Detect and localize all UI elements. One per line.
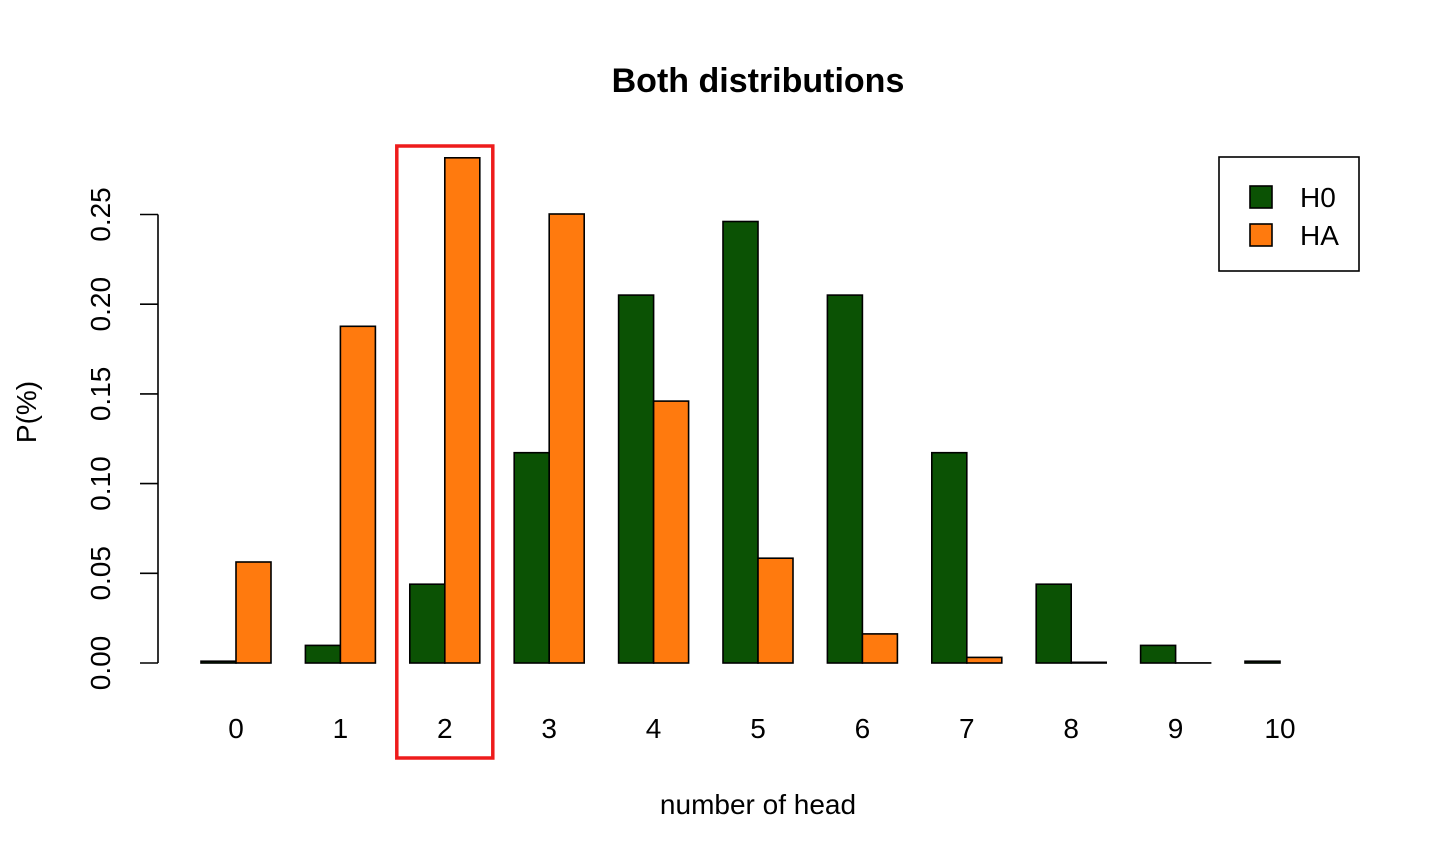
- bar-ha-5: [757, 557, 794, 664]
- highlight-layer: [395, 144, 495, 760]
- x-tick-labels: 0 1 2 3 4 5 6 7 8 9 10: [228, 713, 1295, 744]
- y-tick-label: 0.25: [85, 187, 116, 242]
- bar-ha-3: [548, 213, 586, 664]
- y-tick-label: 0.10: [85, 456, 116, 511]
- bar-ha-4: [652, 400, 690, 664]
- highlight-box: [395, 144, 495, 760]
- bar-ha-7: [965, 656, 1003, 664]
- x-tick-label: 0: [228, 713, 244, 744]
- bar-h0-0: [200, 660, 237, 664]
- bar-h0-8: [1035, 583, 1072, 664]
- legend-box: [1218, 156, 1360, 272]
- bar-h0-5: [722, 220, 759, 664]
- y-tick-label: 0.15: [85, 367, 116, 422]
- y-tick-label: 0.00: [85, 636, 116, 691]
- legend-label-h0: H0: [1300, 182, 1336, 213]
- bar-h0-6: [826, 294, 864, 664]
- bar-h0-4: [617, 294, 655, 664]
- x-tick-label: 8: [1063, 713, 1079, 744]
- bar-h0-1: [304, 644, 342, 664]
- x-tick-label: 2: [437, 713, 453, 744]
- x-tick-label: 1: [333, 713, 349, 744]
- legend-label-ha: HA: [1300, 220, 1339, 251]
- x-axis-label: number of head: [660, 789, 856, 820]
- bar-h0-10: [1244, 660, 1281, 664]
- bar-h0-7: [930, 451, 968, 664]
- y-axis-label: P(%): [11, 381, 42, 443]
- chart-title: Both distributions: [612, 62, 905, 100]
- x-tick-label: 7: [959, 713, 975, 744]
- y-axis: 0.00 0.05 0.10 0.15 0.20 0.25: [85, 187, 159, 691]
- x-tick-label: 6: [855, 713, 871, 744]
- legend-swatch-ha: [1249, 223, 1273, 247]
- bar-ha-0: [235, 561, 272, 664]
- bar-ha-2: [443, 157, 481, 664]
- x-tick-label: 4: [646, 713, 662, 744]
- x-tick-label: 10: [1264, 713, 1295, 744]
- bar-ha-6: [861, 633, 899, 664]
- bar-h0-3: [513, 451, 551, 664]
- legend-swatch-h0: [1249, 185, 1273, 209]
- bar-h0-2: [408, 583, 446, 664]
- x-tick-label: 5: [750, 713, 766, 744]
- bar-h0-9: [1139, 644, 1177, 664]
- x-tick-label: 9: [1168, 713, 1184, 744]
- y-tick-label: 0.05: [85, 546, 116, 601]
- x-tick-label: 3: [541, 713, 557, 744]
- bar-ha-8: [1070, 661, 1107, 664]
- y-tick-label: 0.20: [85, 277, 116, 332]
- bar-ha-1: [339, 325, 377, 664]
- bars-layer: [200, 157, 1281, 664]
- legend: H0 HA: [1218, 156, 1360, 272]
